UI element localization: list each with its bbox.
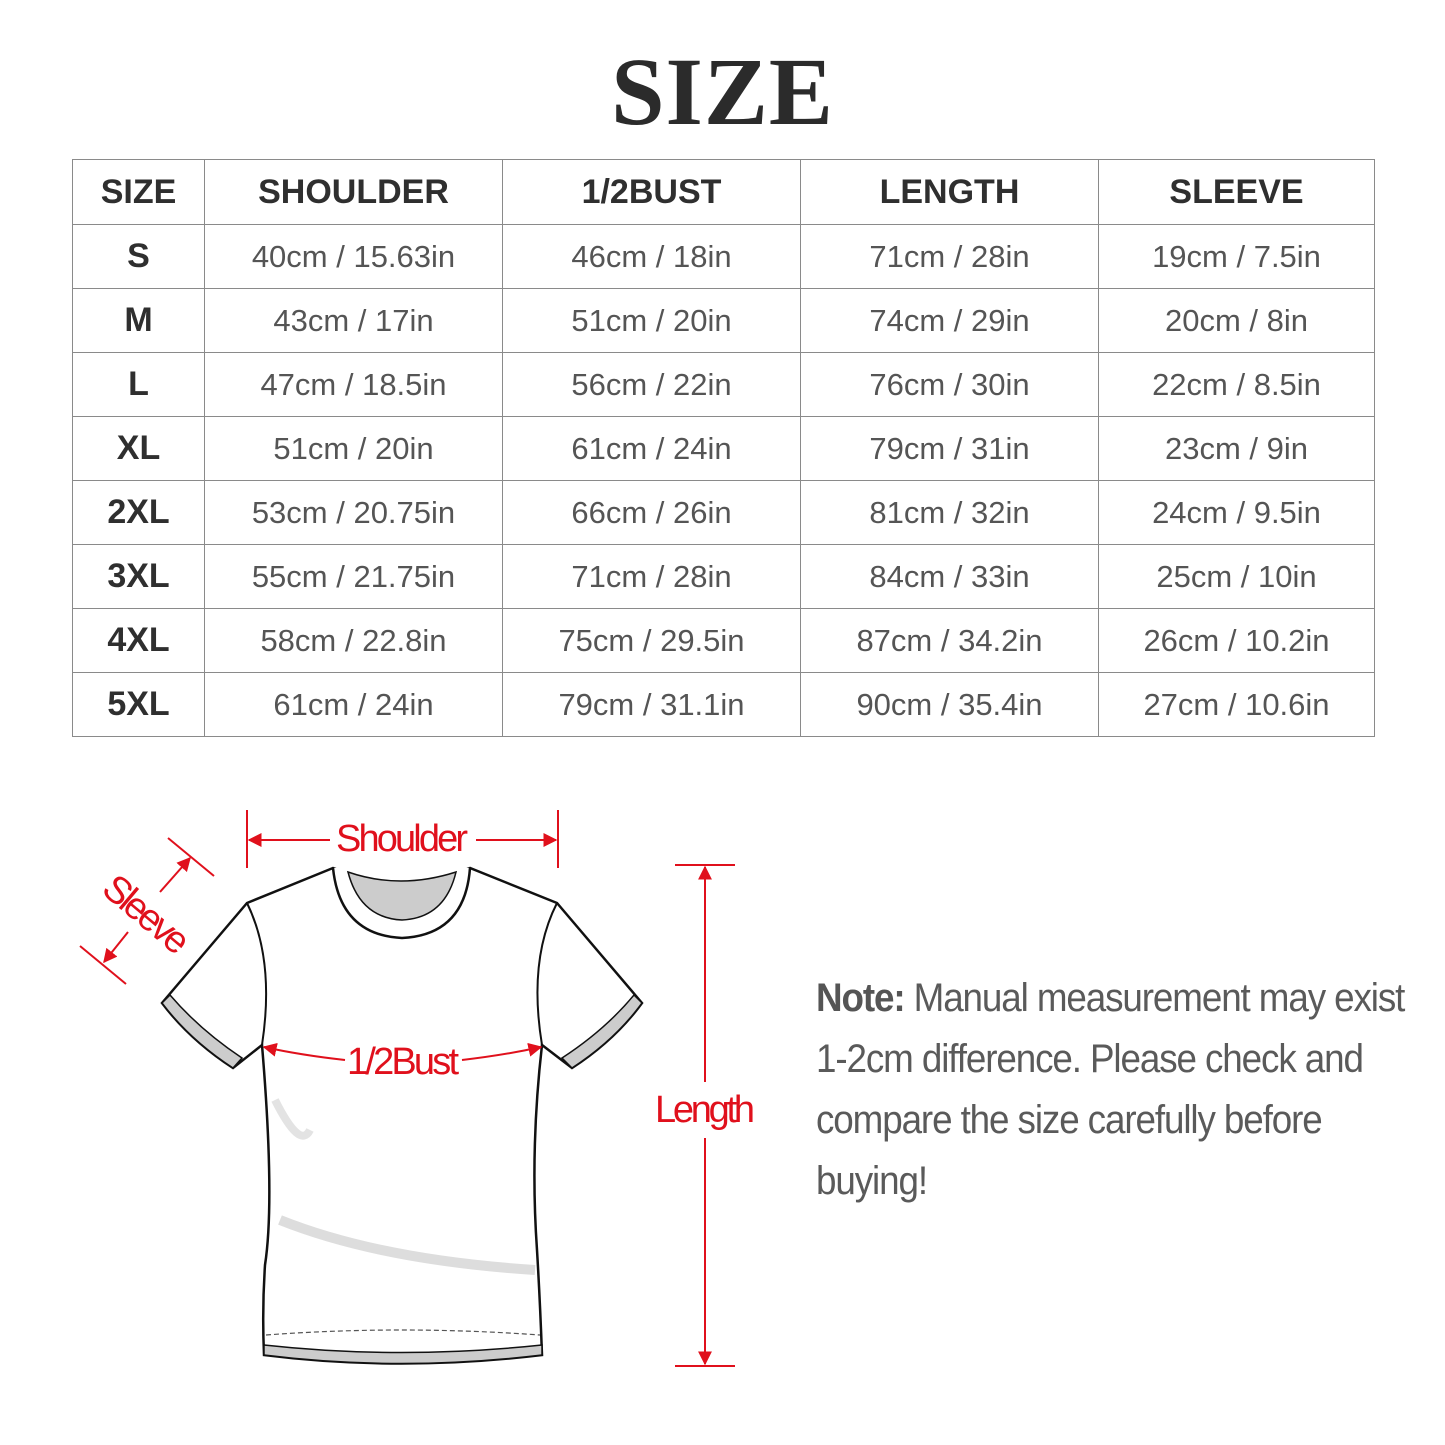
measurement-cell: 26cm / 10.2in	[1098, 608, 1375, 673]
measurement-cell: 19cm / 7.5in	[1098, 224, 1375, 289]
measurement-cell: 79cm / 31.1in	[502, 672, 801, 737]
measurement-cell: 22cm / 8.5in	[1098, 352, 1375, 417]
measurement-cell: 23cm / 9in	[1098, 416, 1375, 481]
measurement-cell: 90cm / 35.4in	[800, 672, 1099, 737]
sleeve-tick-bottom	[79, 945, 127, 985]
table-row: 3XL 55cm / 21.75in 71cm / 28in 84cm / 33in 2…	[72, 544, 1375, 609]
measurement-cell: 58cm / 22.8in	[204, 608, 503, 673]
bust-arrow-right	[461, 1042, 543, 1061]
measurement-cell: 71cm / 28in	[800, 224, 1099, 289]
measurement-cell: 46cm / 18in	[502, 224, 801, 289]
page-title: SIZE	[611, 38, 834, 145]
note-body: Manual measurement may exist 1-2cm diffe…	[816, 976, 1405, 1203]
size-cell: 4XL	[72, 608, 205, 673]
column-header: SHOULDER	[204, 159, 503, 225]
measurement-cell: 51cm / 20in	[204, 416, 503, 481]
measurement-cell: 79cm / 31in	[800, 416, 1099, 481]
sleeve-tick-top	[167, 837, 215, 877]
measurement-cell: 76cm / 30in	[800, 352, 1099, 417]
column-header: SLEEVE	[1098, 159, 1375, 225]
measurement-cell: 71cm / 28in	[502, 544, 801, 609]
measurement-cell: 74cm / 29in	[800, 288, 1099, 353]
measurement-cell: 61cm / 24in	[502, 416, 801, 481]
size-cell: S	[72, 224, 205, 289]
size-table: SIZE SHOULDER 1/2BUST LENGTH SLEEVE S 40cm / …	[72, 159, 1375, 737]
measurement-cell: 40cm / 15.63in	[204, 224, 503, 289]
measurement-cell: 61cm / 24in	[204, 672, 503, 737]
measurement-cell: 47cm / 18.5in	[204, 352, 503, 417]
tshirt-diagram: Shoulder 1/2Bust Length Sleeve	[79, 810, 755, 1367]
size-cell: L	[72, 352, 205, 417]
size-cell: 2XL	[72, 480, 205, 545]
measurement-cell: 66cm / 26in	[502, 480, 801, 545]
measurement-cell: 27cm / 10.6in	[1098, 672, 1375, 737]
table-row: XL 51cm / 20in 61cm / 24in 79cm / 31in 23cm …	[72, 416, 1375, 481]
sleeve-arrow-top	[159, 856, 191, 893]
measurement-cell: 84cm / 33in	[800, 544, 1099, 609]
measurement-cell: 51cm / 20in	[502, 288, 801, 353]
measurement-cell: 24cm / 9.5in	[1098, 480, 1375, 545]
measurement-cell: 53cm / 20.75in	[204, 480, 503, 545]
size-cell: 5XL	[72, 672, 205, 737]
measurement-cell: 20cm / 8in	[1098, 288, 1375, 353]
bust-label: 1/2Bust	[347, 1041, 459, 1083]
column-header: 1/2BUST	[502, 159, 801, 225]
column-header: LENGTH	[800, 159, 1099, 225]
size-cell: 3XL	[72, 544, 205, 609]
measurement-cell: 55cm / 21.75in	[204, 544, 503, 609]
sleeve-arrow-bottom	[103, 931, 129, 964]
measurement-cell: 56cm / 22in	[502, 352, 801, 417]
shoulder-label: Shoulder	[336, 818, 468, 860]
column-header: SIZE	[72, 159, 205, 225]
measurement-cell: 87cm / 34.2in	[800, 608, 1099, 673]
table-row: 2XL 53cm / 20.75in 66cm / 26in 81cm / 32in 2…	[72, 480, 1375, 545]
table-row: 5XL 61cm / 24in 79cm / 31.1in 90cm / 35.4in…	[72, 672, 1375, 737]
table-row: M 43cm / 17in 51cm / 20in 74cm / 29in 20cm /…	[72, 288, 1375, 353]
measurement-cell: 81cm / 32in	[800, 480, 1099, 545]
sleeve-label: Sleeve	[94, 867, 198, 963]
table-header-row: SIZE SHOULDER 1/2BUST LENGTH SLEEVE	[72, 159, 1375, 225]
table-row: 4XL 58cm / 22.8in 75cm / 29.5in 87cm / 34.2…	[72, 608, 1375, 673]
note-label: Note:	[816, 976, 906, 1020]
size-cell: XL	[72, 416, 205, 481]
measurement-cell: 75cm / 29.5in	[502, 608, 801, 673]
measurement-cell: 43cm / 17in	[204, 288, 503, 353]
table-row: S 40cm / 15.63in 46cm / 18in 71cm / 28in 19c…	[72, 224, 1375, 289]
tshirt-outline	[160, 866, 644, 1365]
note-text: Note: Manual measurement may exist 1-2cm…	[816, 968, 1405, 1212]
size-cell: M	[72, 288, 205, 353]
bust-arrow-left	[262, 1042, 346, 1061]
table-row: L 47cm / 18.5in 56cm / 22in 76cm / 30in 22cm…	[72, 352, 1375, 417]
length-label: Length	[655, 1089, 755, 1131]
measurement-cell: 25cm / 10in	[1098, 544, 1375, 609]
